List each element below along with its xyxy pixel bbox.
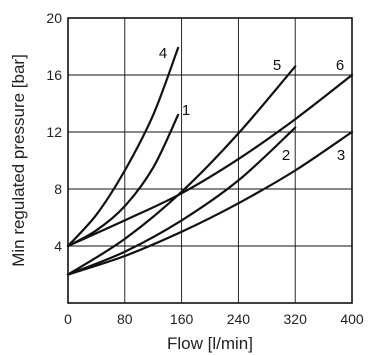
series-label-2: 2 bbox=[282, 147, 290, 164]
y-tick-label: 4 bbox=[54, 238, 62, 254]
y-tick-label: 8 bbox=[54, 181, 62, 197]
y-tick-labels: 4 8 12 16 20 bbox=[46, 10, 62, 254]
x-tick-label: 160 bbox=[170, 311, 194, 327]
series-line-2 bbox=[66, 126, 297, 276]
series-line-1 bbox=[66, 113, 180, 248]
x-tick-label: 0 bbox=[64, 311, 72, 327]
x-tick-labels: 0 80 160 240 320 400 bbox=[64, 311, 364, 327]
y-tick-label: 20 bbox=[46, 10, 62, 26]
series-line-5 bbox=[66, 65, 297, 276]
series-label-4: 4 bbox=[159, 45, 167, 62]
x-tick-label: 240 bbox=[227, 311, 251, 327]
x-tick-label: 400 bbox=[340, 311, 364, 327]
y-axis-label: Min regulated pressure [bar] bbox=[9, 54, 28, 267]
series-line-6 bbox=[66, 73, 354, 248]
x-tick-label: 320 bbox=[284, 311, 308, 327]
series-label-3: 3 bbox=[337, 147, 345, 164]
series-label-1: 1 bbox=[182, 102, 190, 119]
series-label-6: 6 bbox=[336, 57, 344, 74]
y-tick-label: 12 bbox=[46, 124, 62, 140]
series-lines bbox=[66, 46, 354, 276]
series-label-5: 5 bbox=[273, 57, 281, 74]
x-axis-label: Flow [l/min] bbox=[167, 334, 253, 353]
series-labels: 1 2 3 4 5 6 bbox=[159, 45, 345, 164]
y-tick-label: 16 bbox=[46, 67, 62, 83]
series-line-3 bbox=[66, 130, 354, 276]
x-tick-label: 80 bbox=[117, 311, 133, 327]
series-line-4 bbox=[66, 46, 180, 248]
plot-frame bbox=[67, 17, 353, 304]
